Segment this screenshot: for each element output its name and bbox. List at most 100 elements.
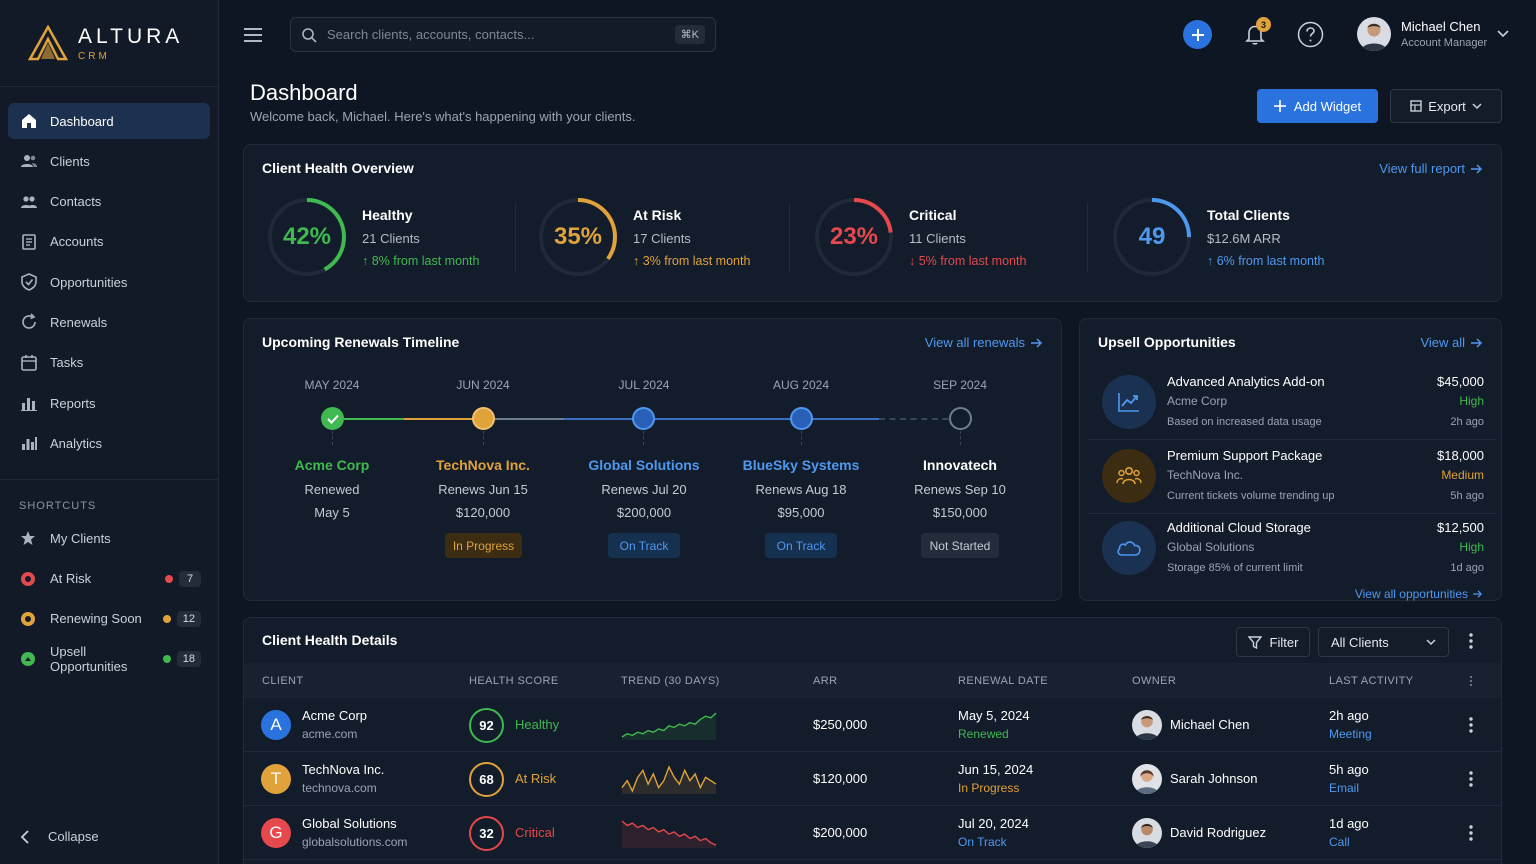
user-menu[interactable]: Michael Chen Account Manager [1357,17,1509,51]
filter-button[interactable]: Filter [1236,627,1310,657]
sidebar-item-renewals[interactable]: Renewals [8,304,210,340]
page-title: Dashboard [250,80,358,105]
upsell-time: 2h ago [1450,416,1484,428]
sidebar-item-dashboard[interactable]: Dashboard [8,103,210,139]
clock-circle-icon [20,611,36,627]
sidebar-item-analytics[interactable]: Analytics [8,425,210,461]
metric-count: 17 Clients [633,230,691,246]
column-header[interactable]: HEALTH SCORE [469,675,559,687]
timeline-status: Renews Sep 10 [914,482,1006,497]
help-icon[interactable] [1297,21,1324,48]
arr-value: $200,000 [813,825,868,840]
export-label: Export [1428,98,1466,114]
sidebar-item-contacts[interactable]: Contacts [8,184,210,220]
metric-critical[interactable]: 23% Critical 11 Clients ↓ 5% from last m… [814,197,1026,277]
brand-sub: CRM [78,50,110,62]
metric-total-clients[interactable]: 49 Total Clients $12.6M ARR ↑ 6% from la… [1112,197,1324,277]
view-all-opportunities-link[interactable]: View all opportunities [1355,587,1483,601]
quick-add-button[interactable] [1183,20,1212,49]
add-widget-button[interactable]: Add Widget [1257,89,1378,123]
row-more-icon[interactable] [1463,823,1479,843]
health-score: 68 [469,762,504,797]
table-row[interactable]: G Global Solutions globalsolutions.com 3… [244,806,1501,860]
column-header[interactable]: RENEWAL DATE [958,675,1048,687]
bell-icon[interactable] [1243,22,1267,46]
filter-label: Filter [1269,634,1299,650]
activity-type[interactable]: Call [1329,835,1350,849]
team-icon [1102,449,1156,503]
timeline-client: TechNova Inc. [436,457,530,473]
activity-type[interactable]: Meeting [1329,727,1372,741]
search-input[interactable] [327,27,675,42]
client-name[interactable]: Acme Corp [302,708,368,723]
client-name[interactable]: Global Solutions [302,816,397,831]
status-badge: Not Started [921,533,999,558]
upsell-item[interactable]: Premium Support Package TechNova Inc. Cu… [1088,441,1495,513]
column-header[interactable]: LAST ACTIVITY [1329,675,1414,687]
status-badge: On Track [765,533,837,558]
upsell-priority: High [1459,540,1484,554]
column-header[interactable]: CLIENT [262,675,304,687]
view-all-renewals-link[interactable]: View all renewals [925,335,1043,350]
timeline-date: May 5 [314,505,350,520]
topbar: ⌘K 3 Michael Chen Account Manager [219,0,1536,70]
shortcut-upsell[interactable]: Upsell Opportunities 18 [0,641,218,677]
owner-name: Sarah Johnson [1170,771,1258,786]
export-button[interactable]: Export [1390,89,1502,123]
cloud-icon [1102,521,1156,575]
sparkline-line [621,820,717,846]
metric-at-risk[interactable]: 35% At Risk 17 Clients ↑ 3% from last mo… [538,197,750,277]
timeline-segment [564,418,879,420]
status-dot [165,574,173,583]
sidebar-item-label: Accounts [50,234,104,250]
shortcut-renewing-soon[interactable]: Renewing Soon 12 [0,601,218,637]
renewed-check-icon [321,407,344,430]
sparkline-line [621,712,717,738]
client-filter-select[interactable]: All Clients [1318,627,1449,657]
sidebar-item-opportunities[interactable]: Opportunities [8,264,210,300]
altura-logo-icon [28,25,68,61]
menu-icon[interactable] [243,26,263,44]
upsell-item[interactable]: Additional Cloud Storage Global Solution… [1088,513,1495,585]
timeline-status: Renews Aug 18 [755,482,847,497]
collapse-button[interactable]: Collapse [20,829,99,844]
timeline-month: SEP 2024 [933,378,987,392]
sidebar-item-reports[interactable]: Reports [8,385,210,421]
row-more-icon[interactable] [1463,769,1479,789]
timeline-amount: $200,000 [616,505,672,520]
card-title: Client Health Details [262,632,398,648]
ring-fill [815,198,893,276]
column-header[interactable]: ARR [813,675,838,687]
shortcut-at-risk[interactable]: At Risk 7 [0,561,218,597]
timeline-segment [404,418,484,420]
metric-name: Critical [909,206,957,223]
table-row[interactable]: T TechNova Inc. technova.com 68 At Risk … [244,752,1501,806]
sidebar-item-clients[interactable]: Clients [8,143,210,179]
column-header[interactable]: TREND (30 DAYS) [621,675,720,687]
client-name[interactable]: TechNova Inc. [302,762,385,777]
sidebar-item-tasks[interactable]: Tasks [8,345,210,381]
timeline-segment [484,418,564,420]
trend-sparkline [621,765,717,794]
column-header[interactable]: OWNER [1132,675,1177,687]
activity-time: 5h ago [1329,762,1369,777]
upsell-company: Global Solutions [1167,540,1255,554]
sparkline-area [622,767,716,794]
table-row[interactable]: A Acme Corp acme.com 92 Healthy $250,000… [244,698,1501,752]
brand[interactable]: ALTURA CRM [0,0,218,87]
row-more-icon[interactable] [1463,715,1479,735]
trend-sparkline [621,820,717,848]
metric-healthy[interactable]: 42% Healthy 21 Clients ↑ 8% from last mo… [267,197,479,277]
sidebar-item-accounts[interactable]: Accounts [8,224,210,260]
ring-track [815,198,893,276]
view-full-report-link[interactable]: View full report [1379,161,1483,176]
activity-type[interactable]: Email [1329,781,1360,795]
arrow-right-icon [1031,337,1043,348]
view-all-upsell-link[interactable]: View all [1420,335,1483,350]
upsell-item[interactable]: Advanced Analytics Add-on Acme Corp Base… [1088,367,1495,439]
shortcut-my-clients[interactable]: My Clients [0,520,218,556]
client-domain: globalsolutions.com [302,835,408,849]
home-icon [20,112,38,130]
column-settings-icon[interactable] [1468,675,1474,687]
more-options-icon[interactable] [1463,631,1479,651]
